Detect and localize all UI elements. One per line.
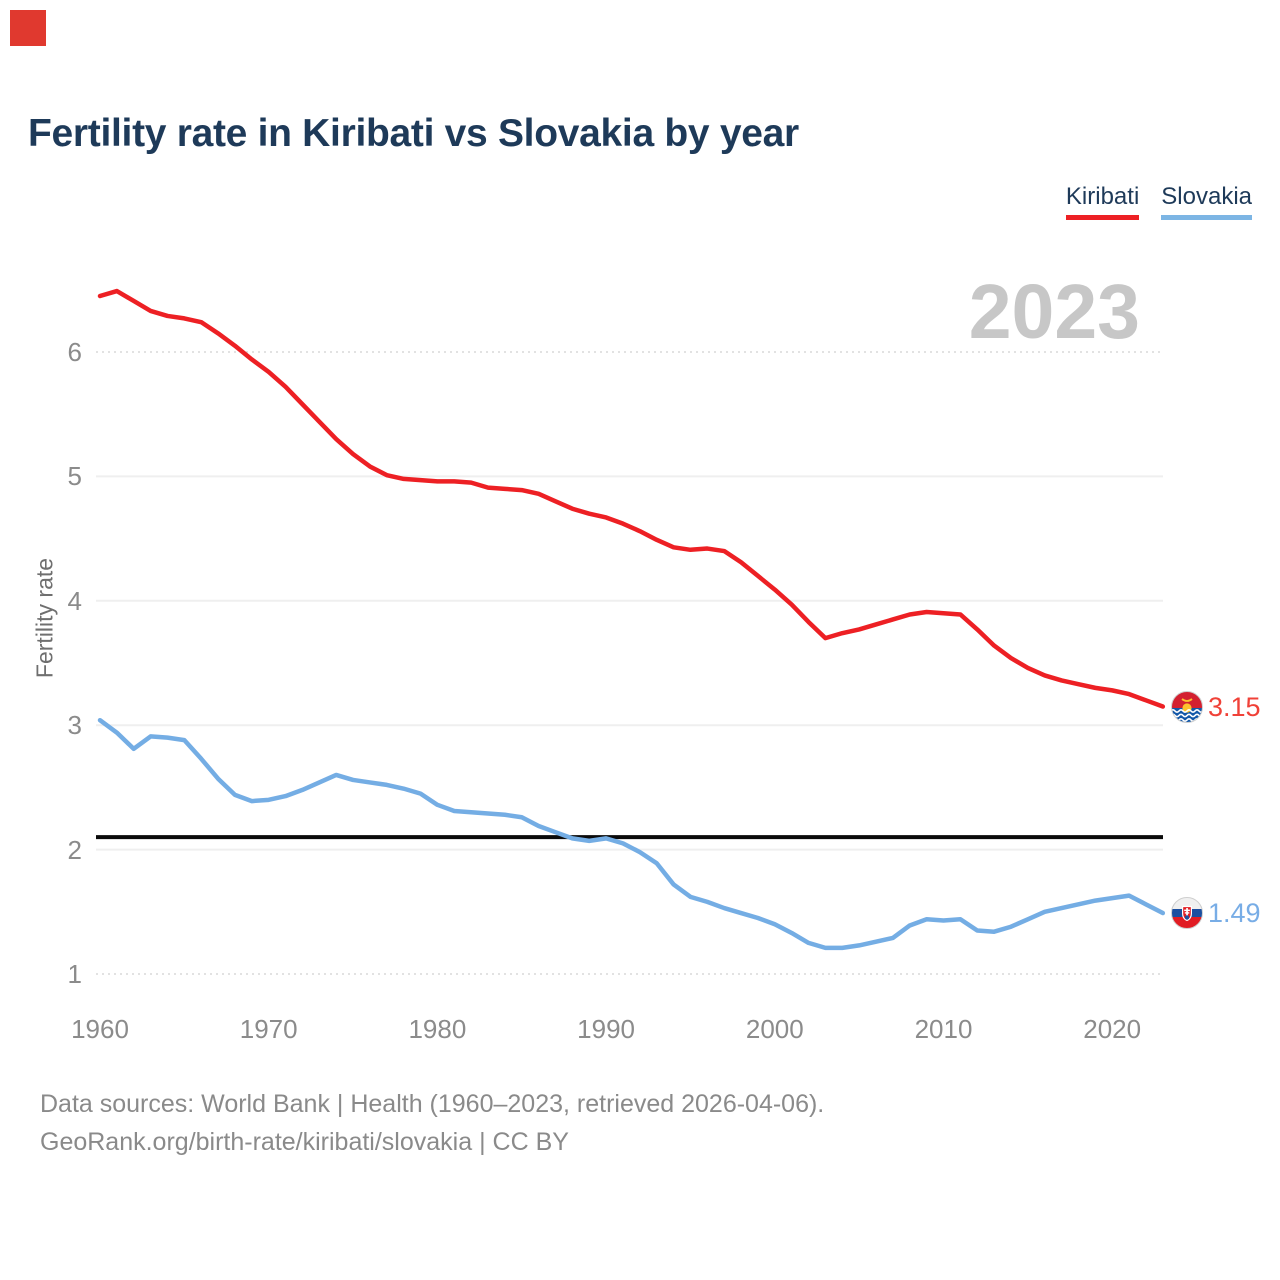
x-tick-label: 1990 [577, 1014, 636, 1044]
y-tick-label: 3 [67, 710, 82, 741]
x-tick-label: 2000 [745, 1014, 804, 1044]
kiribati-end-value: 3.15 [1208, 692, 1261, 722]
y-axis-title: Fertility rate [31, 557, 58, 679]
legend: Kiribati Slovakia [1065, 183, 1252, 220]
x-tick-label: 1970 [239, 1014, 298, 1044]
x-tick-label: 2010 [914, 1014, 973, 1044]
x-tick-label: 1960 [71, 1014, 129, 1044]
kiribati-line [97, 288, 1166, 709]
y-tick-label: 6 [67, 337, 82, 367]
x-tick-label: 2020 [1083, 1014, 1142, 1044]
page-title: Fertility rate in Kiribati vs Slovakia b… [28, 112, 799, 155]
slovakia-line [97, 717, 1166, 951]
slovakia-flag-icon [1171, 897, 1203, 929]
y-tick-label: 4 [67, 585, 82, 616]
y-tick-label: 5 [67, 461, 82, 492]
legend-item-kiribati[interactable]: Kiribati [1065, 183, 1140, 220]
data-source-line1: Data sources: World Bank | Health (1960–… [40, 1090, 825, 1118]
year-watermark: 2023 [968, 269, 1140, 355]
y-tick-label: 1 [67, 959, 82, 989]
click-marker [10, 10, 46, 46]
x-tick-label: 1980 [408, 1014, 467, 1044]
data-source-line2[interactable]: GeoRank.org/birth-rate/kiribati/slovakia… [40, 1128, 569, 1156]
kiribati-flag-icon [1171, 691, 1203, 723]
legend-item-slovakia[interactable]: Slovakia [1161, 183, 1252, 220]
data-source-footer: Data sources: World Bank | Health (1960–… [40, 1085, 824, 1161]
y-tick-label: 2 [67, 834, 82, 865]
slovakia-end-value: 1.49 [1208, 898, 1261, 928]
